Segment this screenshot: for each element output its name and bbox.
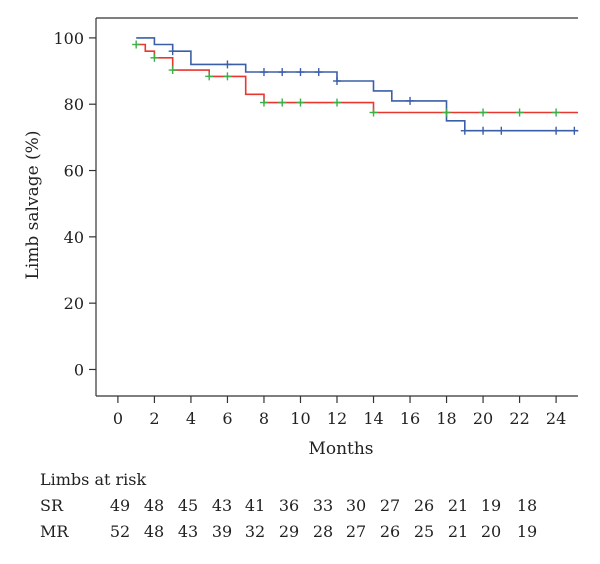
risk-cell: 39 <box>211 522 233 541</box>
risk-cell: 43 <box>177 522 199 541</box>
y-tick-label: 80 <box>64 95 84 114</box>
censor-mark <box>150 53 159 62</box>
risk-cell: 25 <box>413 522 435 541</box>
x-tick-label: 12 <box>327 409 347 428</box>
risk-cell: 48 <box>143 522 165 541</box>
censor-mark <box>168 47 177 56</box>
censor-mark <box>497 126 506 135</box>
risk-cell: 52 <box>109 522 131 541</box>
risk-cell: 26 <box>379 522 401 541</box>
censor-mark <box>552 126 561 135</box>
x-tick-label: 10 <box>290 409 310 428</box>
censor-mark <box>259 98 268 107</box>
censor-mark <box>479 108 488 117</box>
censor-mark <box>552 108 561 117</box>
x-tick-label: 18 <box>436 409 456 428</box>
risk-cell: 49 <box>109 496 131 515</box>
x-tick-label: 22 <box>509 409 529 428</box>
y-tick-label: 0 <box>74 360 84 379</box>
censor-mark <box>168 66 177 75</box>
x-tick-label: 0 <box>113 409 123 428</box>
x-tick-label: 8 <box>259 409 269 428</box>
risk-cell: 27 <box>345 522 367 541</box>
risk-cell: 41 <box>244 496 266 515</box>
risk-cell: 18 <box>516 496 538 515</box>
risk-cell: 33 <box>312 496 334 515</box>
risk-cell: 28 <box>312 522 334 541</box>
x-axis-label: Months <box>308 439 373 459</box>
censor-mark <box>278 98 287 107</box>
risk-cell: 19 <box>480 496 502 515</box>
risk-cell: 30 <box>345 496 367 515</box>
censor-mark <box>296 98 305 107</box>
series-line-2 <box>136 43 578 114</box>
risk-cell: 43 <box>211 496 233 515</box>
censor-mark <box>314 68 323 77</box>
x-tick-label: 20 <box>473 409 493 428</box>
x-tick-label: 2 <box>149 409 159 428</box>
series-layer <box>136 37 578 132</box>
censor-mark <box>479 126 488 135</box>
y-tick-label: 40 <box>64 228 84 247</box>
x-tick-label: 24 <box>546 409 566 428</box>
risk-row-label: SR <box>40 496 64 515</box>
censor-mark <box>406 96 415 105</box>
censor-mark <box>296 68 305 77</box>
risk-cell: 21 <box>447 496 469 515</box>
series-line-1 <box>136 37 578 132</box>
risk-cell: 45 <box>177 496 199 515</box>
x-tick-label: 16 <box>400 409 420 428</box>
censor-mark <box>460 126 469 135</box>
risk-cell: 27 <box>379 496 401 515</box>
censor-mark <box>223 72 232 81</box>
x-tick-label: 14 <box>363 409 383 428</box>
risk-cell: 32 <box>244 522 266 541</box>
censor-mark <box>515 108 524 117</box>
censor-marks-layer <box>132 40 579 135</box>
censor-mark <box>223 60 232 69</box>
risk-row-label: MR <box>40 522 69 541</box>
censor-mark <box>278 68 287 77</box>
censor-mark <box>132 40 141 49</box>
risk-table: Limbs at risk SR 49 48 45 43 41 36 33 30 27 26 21 19… <box>40 470 596 550</box>
censor-mark <box>333 77 341 85</box>
censor-mark <box>333 98 341 107</box>
y-tick-label: 20 <box>64 294 84 313</box>
x-tick-label: 4 <box>186 409 196 428</box>
y-tick-label: 60 <box>64 162 84 181</box>
censor-mark <box>442 108 451 117</box>
risk-cell: 36 <box>278 496 300 515</box>
censor-mark <box>205 72 214 81</box>
risk-table-title: Limbs at risk <box>40 470 147 489</box>
y-axis-label: Limb salvage (%) <box>23 131 43 280</box>
risk-cell: 19 <box>516 522 538 541</box>
risk-cell: 48 <box>143 496 165 515</box>
risk-cell: 29 <box>278 522 300 541</box>
risk-cell: 26 <box>413 496 435 515</box>
censor-mark <box>369 108 378 117</box>
censor-mark <box>570 126 579 135</box>
risk-cell: 21 <box>447 522 469 541</box>
risk-cell: 20 <box>480 522 502 541</box>
x-tick-label: 6 <box>222 409 232 428</box>
y-tick-label: 100 <box>53 29 84 48</box>
censor-mark <box>259 68 268 77</box>
